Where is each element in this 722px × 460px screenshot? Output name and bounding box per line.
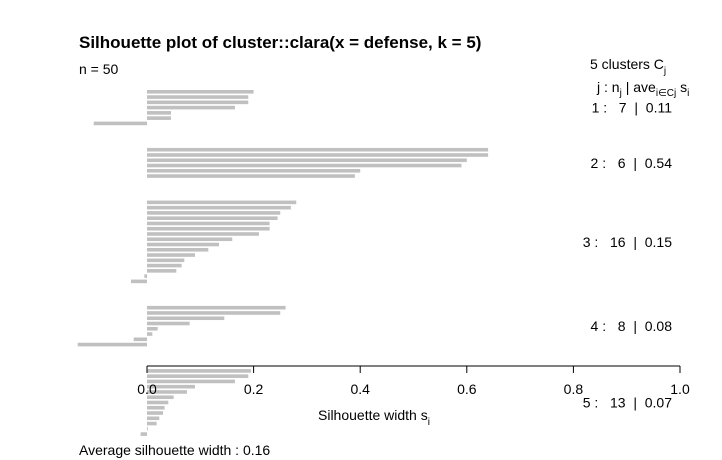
silhouette-bar-c5-5	[147, 390, 187, 394]
average-silhouette-width: Average silhouette width : 0.16	[79, 442, 270, 458]
cluster-label-3: 3 : 16 | 0.15	[583, 234, 672, 250]
silhouette-bar-c1-4	[147, 105, 235, 110]
silhouette-bar-c4-8	[77, 342, 147, 347]
silhouette-bar-c4-7	[133, 337, 147, 342]
col-header-ave-sub: i∈Cj	[656, 88, 676, 99]
silhouette-bar-c1-6	[147, 116, 171, 120]
silhouette-bar-c2-1	[147, 147, 489, 152]
silhouette-bar-c3-5	[147, 221, 270, 226]
cluster-label-2: 2 : 6 | 0.54	[591, 155, 673, 171]
x-axis-label-sub: i	[428, 417, 430, 428]
silhouette-bar-c3-9	[147, 242, 219, 247]
silhouette-bar-c3-14	[147, 269, 177, 273]
silhouette-bar-c3-4	[147, 216, 278, 220]
silhouette-bar-c4-1	[147, 305, 286, 310]
silhouette-bar-c1-2	[147, 95, 249, 99]
silhouette-bar-c5-2	[147, 374, 249, 378]
silhouette-bar-c2-6	[147, 174, 355, 178]
silhouette-bar-c1-7	[93, 121, 147, 126]
silhouette-bar-c3-12	[147, 258, 185, 263]
silhouette-bar-c5-8	[147, 405, 165, 410]
silhouette-bar-c3-7	[147, 232, 259, 236]
silhouette-bar-c2-4	[147, 163, 462, 168]
col-header-s: s	[676, 79, 687, 95]
silhouette-bar-c2-5	[147, 168, 361, 173]
col-header-j-sub: j	[619, 88, 622, 99]
x-tick-label-5: 1.0	[670, 381, 690, 397]
silhouette-bar-c3-13	[147, 263, 182, 268]
silhouette-bar-c4-4	[147, 321, 190, 326]
silhouette-bar-c3-16	[131, 279, 147, 284]
cluster-label-5: 5 : 13 | 0.07	[583, 394, 672, 410]
silhouette-bar-c1-1	[147, 90, 254, 94]
silhouette-bar-c5-12	[147, 427, 148, 431]
silhouette-bar-c5-3	[147, 379, 235, 384]
silhouette-bar-c4-3	[147, 316, 225, 321]
silhouette-bar-c4-5	[147, 326, 158, 331]
silhouette-bar-c5-9	[147, 411, 163, 415]
x-axis: 0.0 0.2 0.4 0.6 0.8 1.0	[137, 365, 690, 397]
silhouette-bar-c3-6	[147, 226, 270, 231]
col-header-j: j : n	[596, 79, 620, 95]
clusters-header: 5 clusters Cj	[590, 56, 666, 77]
silhouette-bar-c5-10	[147, 416, 160, 421]
silhouette-bar-c5-6	[147, 395, 174, 400]
silhouette-bar-c1-5	[147, 111, 171, 115]
silhouette-bar-c2-3	[147, 158, 467, 163]
silhouette-bar-c3-2	[147, 205, 291, 210]
col-header-s-sub: i	[687, 88, 689, 99]
n-label: n = 50	[79, 61, 119, 77]
silhouette-bar-c3-15	[144, 274, 147, 278]
cluster-labels: 1 : 7 | 0.11 2 : 6 | 0.54 3 : 16 | 0.15 4 :…	[583, 100, 672, 411]
x-axis-label-text: Silhouette width s	[318, 407, 428, 423]
x-tick-label-4: 0.8	[564, 381, 584, 397]
cluster-label-1: 1 : 7 | 0.11	[592, 100, 673, 116]
x-tick-label-2: 0.4	[350, 381, 370, 397]
silhouette-bars	[77, 90, 489, 436]
x-tick-label-3: 0.6	[457, 381, 477, 397]
silhouette-bar-c1-3	[147, 100, 249, 105]
silhouette-bar-c5-1	[147, 369, 251, 373]
silhouette-bar-c3-3	[147, 211, 281, 215]
silhouette-bar-c3-10	[147, 247, 209, 252]
col-header-ave: | ave	[622, 79, 656, 95]
x-axis-label: Silhouette width si	[318, 407, 430, 428]
silhouette-bar-c5-4	[147, 384, 195, 389]
silhouette-bar-c5-13	[140, 432, 147, 436]
cluster-label-4: 4 : 8 | 0.08	[591, 318, 673, 334]
silhouette-bar-c2-2	[147, 153, 489, 157]
silhouette-bar-c3-1	[147, 200, 297, 205]
silhouette-bar-c3-11	[147, 253, 195, 257]
silhouette-bar-c5-7	[147, 400, 169, 405]
silhouette-bar-c4-6	[147, 332, 153, 336]
column-header: j : nj | avei∈Cj si	[596, 79, 689, 99]
silhouette-bar-c4-2	[147, 311, 281, 315]
clusters-header-text: 5 clusters C	[590, 56, 664, 72]
x-tick-label-1: 0.2	[244, 381, 264, 397]
silhouette-bar-c5-11	[147, 421, 157, 426]
silhouette-bar-c3-8	[147, 237, 233, 242]
x-tick-label-0: 0.0	[137, 381, 157, 397]
chart-title: Silhouette plot of cluster::clara(x = de…	[79, 33, 481, 52]
clusters-header-sub: j	[663, 66, 666, 77]
